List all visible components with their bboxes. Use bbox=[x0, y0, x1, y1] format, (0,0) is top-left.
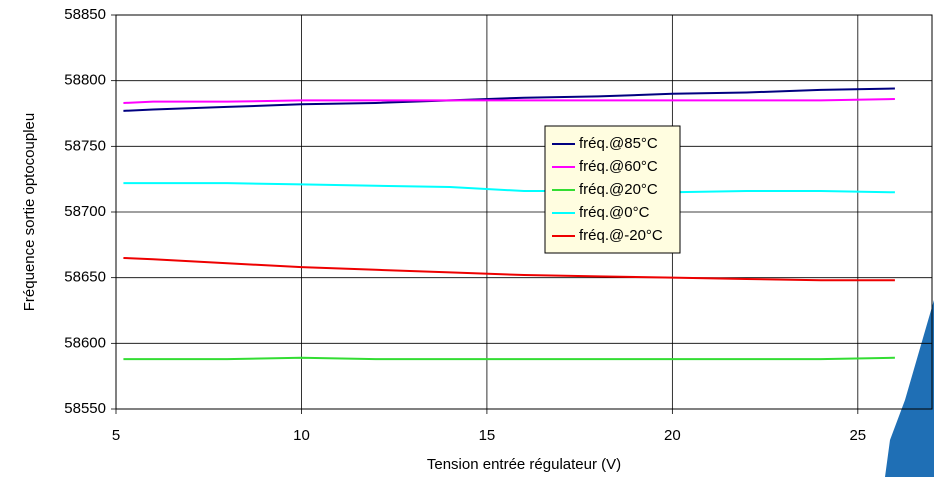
decoration bbox=[885, 300, 934, 477]
x-tick-label: 25 bbox=[849, 427, 866, 444]
legend: fréq.@85°C fréq.@60°C fréq.@20°C fréq.@0°C f… bbox=[544, 125, 681, 254]
legend-label: fréq.@20°C bbox=[579, 181, 658, 198]
series-line bbox=[123, 98, 895, 104]
series-line bbox=[123, 87, 895, 112]
y-tick-label: 58650 bbox=[64, 269, 106, 286]
y-axis-label: Fréquence sortie optocoupleu bbox=[21, 113, 38, 311]
x-tick-label: 15 bbox=[479, 427, 496, 444]
y-tick-label: 58600 bbox=[64, 334, 106, 351]
legend-label: fréq.@85°C bbox=[579, 135, 658, 152]
series-line bbox=[123, 182, 895, 194]
y-tick-label: 58550 bbox=[64, 400, 106, 417]
legend-label: fréq.@-20°C bbox=[579, 227, 663, 244]
x-tick-label: 5 bbox=[112, 427, 120, 444]
x-tick-label: 10 bbox=[293, 427, 310, 444]
legend-label: fréq.@0°C bbox=[579, 204, 650, 221]
x-axis-label: Tension entrée régulateur (V) bbox=[427, 456, 621, 473]
legend-label: fréq.@60°C bbox=[579, 158, 658, 175]
x-tick-label: 20 bbox=[664, 427, 681, 444]
y-tick-label: 58700 bbox=[64, 203, 106, 220]
series-line bbox=[123, 256, 895, 282]
y-tick-label: 58800 bbox=[64, 72, 106, 89]
series-line bbox=[123, 356, 895, 361]
y-tick-label: 58750 bbox=[64, 137, 106, 154]
y-tick-label: 58850 bbox=[64, 6, 106, 23]
